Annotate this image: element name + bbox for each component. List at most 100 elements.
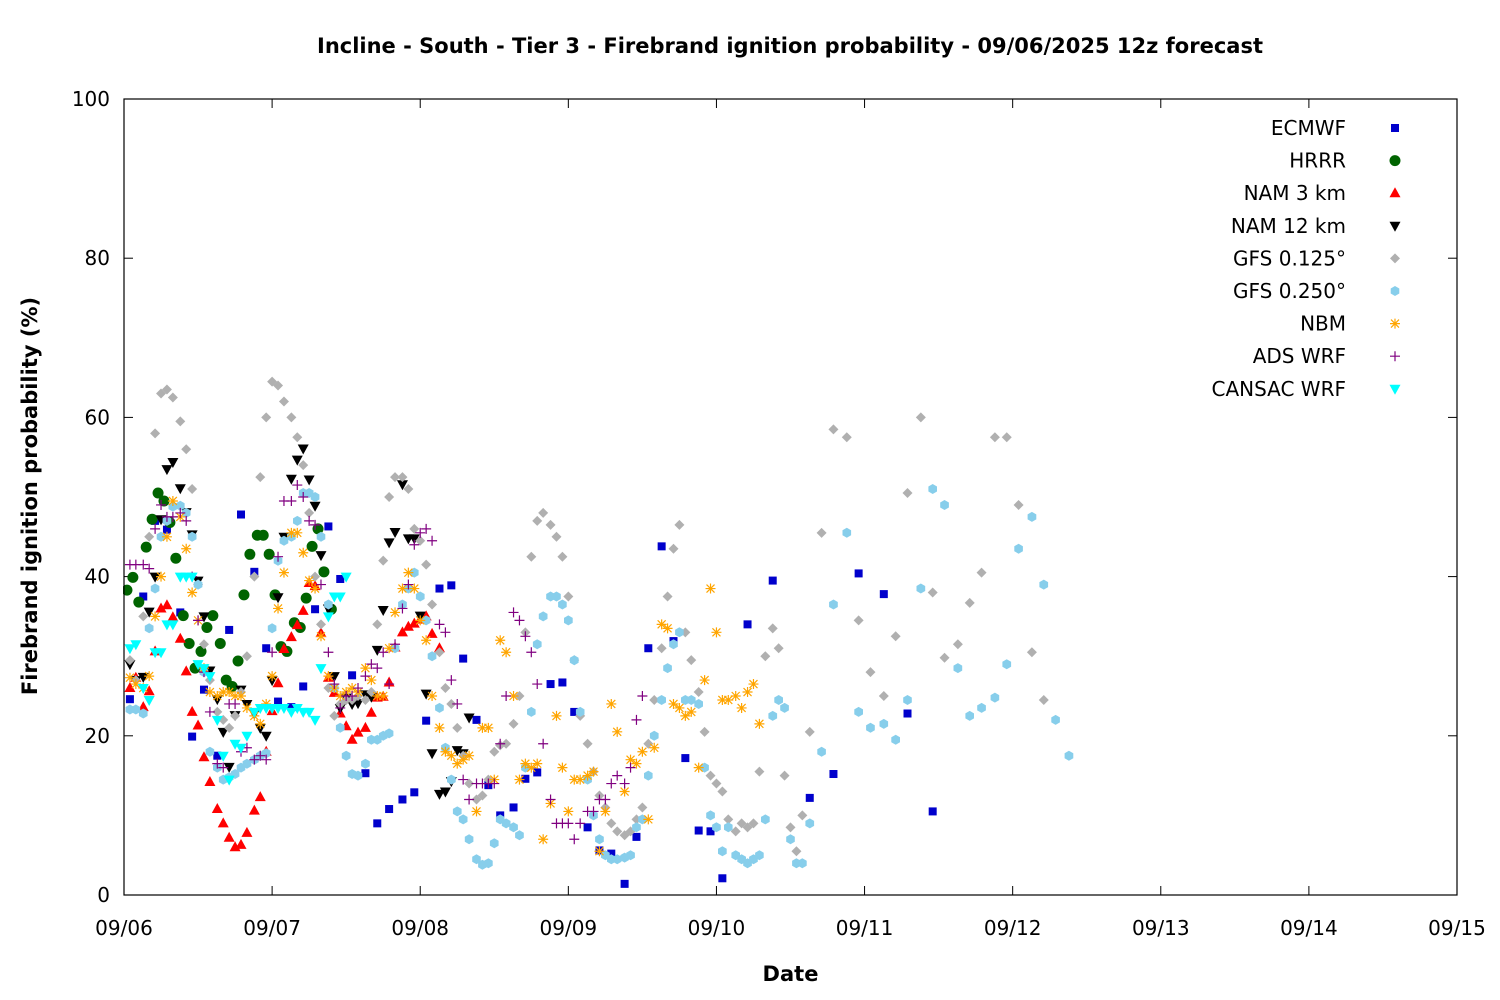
data-point	[138, 708, 148, 719]
data-point	[865, 667, 876, 678]
data-point	[213, 751, 222, 760]
data-point	[458, 814, 468, 825]
series-gfs-0-125-	[124, 376, 1049, 857]
data-point	[212, 691, 223, 701]
data-point	[514, 615, 525, 626]
data-point	[214, 637, 226, 649]
data-point	[680, 710, 691, 721]
data-point	[263, 548, 275, 560]
data-point	[167, 457, 179, 468]
data-point	[612, 770, 623, 781]
data-point	[551, 710, 562, 721]
data-point	[315, 619, 326, 630]
data-point	[217, 817, 229, 828]
data-point	[538, 611, 548, 622]
data-point	[711, 778, 722, 789]
data-point	[150, 523, 161, 534]
data-point	[902, 488, 913, 499]
data-point	[440, 683, 451, 694]
data-point	[167, 611, 179, 622]
data-point	[563, 806, 574, 817]
data-point	[484, 858, 493, 869]
data-point	[353, 683, 364, 694]
data-point	[137, 684, 149, 695]
data-point	[607, 849, 616, 858]
data-point	[415, 527, 426, 538]
y-tick-label: 60	[85, 405, 110, 429]
data-point	[422, 716, 431, 725]
data-point	[198, 612, 210, 623]
legend-label: NAM 12 km	[1231, 214, 1346, 238]
legend-marker	[1389, 221, 1401, 232]
data-point	[306, 540, 318, 552]
data-point	[238, 589, 250, 601]
data-point	[384, 728, 394, 739]
data-point	[303, 475, 315, 486]
data-point	[303, 707, 315, 718]
data-point	[754, 766, 765, 777]
data-point	[649, 694, 660, 705]
data-point	[384, 643, 395, 654]
data-point	[127, 571, 139, 583]
data-point	[570, 707, 579, 716]
legend-marker	[1390, 318, 1400, 329]
data-point	[421, 635, 432, 646]
data-point	[383, 538, 395, 549]
data-point	[841, 432, 852, 443]
data-point	[662, 623, 673, 634]
data-point	[167, 620, 179, 631]
data-point	[495, 635, 506, 646]
data-point	[545, 519, 556, 530]
data-point	[389, 528, 401, 539]
series-ads-wrf	[124, 480, 648, 845]
data-point	[328, 672, 340, 683]
data-point	[989, 432, 1000, 443]
data-point	[644, 770, 653, 781]
data-point	[1038, 694, 1049, 705]
data-point	[322, 612, 334, 623]
data-point	[686, 706, 697, 717]
data-point	[403, 484, 414, 495]
data-point	[156, 571, 167, 582]
data-point	[261, 412, 272, 423]
data-point	[298, 492, 309, 502]
data-point	[298, 460, 309, 471]
data-point	[563, 818, 574, 829]
data-point	[472, 715, 481, 724]
data-point	[224, 687, 235, 698]
legend: ECMWF HRRR NAM 3 km NAM 12 km GFS 0.125° GFS …	[1211, 116, 1401, 401]
data-point	[509, 822, 518, 833]
data-point	[426, 627, 438, 638]
data-point	[649, 742, 660, 753]
data-point	[785, 822, 796, 833]
data-point	[940, 500, 949, 510]
data-point	[415, 615, 426, 626]
data-point	[514, 774, 525, 785]
data-point	[365, 706, 377, 717]
data-point	[204, 775, 216, 786]
data-point	[699, 675, 710, 686]
data-point	[464, 794, 475, 805]
data-point	[396, 626, 408, 637]
data-point	[558, 678, 567, 687]
x-tick-label: 09/13	[1132, 916, 1190, 940]
data-point	[433, 789, 445, 800]
data-point	[150, 428, 161, 439]
data-point	[397, 472, 408, 483]
data-point	[278, 396, 289, 407]
data-point	[939, 652, 950, 663]
data-point	[180, 665, 192, 676]
data-point	[546, 680, 555, 689]
data-point	[174, 632, 186, 643]
data-point	[140, 541, 152, 553]
data-point	[181, 543, 192, 554]
data-point	[371, 645, 383, 656]
data-point	[241, 826, 253, 837]
legend-marker	[1389, 384, 1401, 395]
data-point	[964, 597, 975, 608]
data-point	[286, 527, 297, 538]
data-point	[143, 685, 155, 696]
data-point	[241, 651, 252, 662]
data-point	[472, 854, 481, 865]
data-point	[675, 627, 684, 638]
